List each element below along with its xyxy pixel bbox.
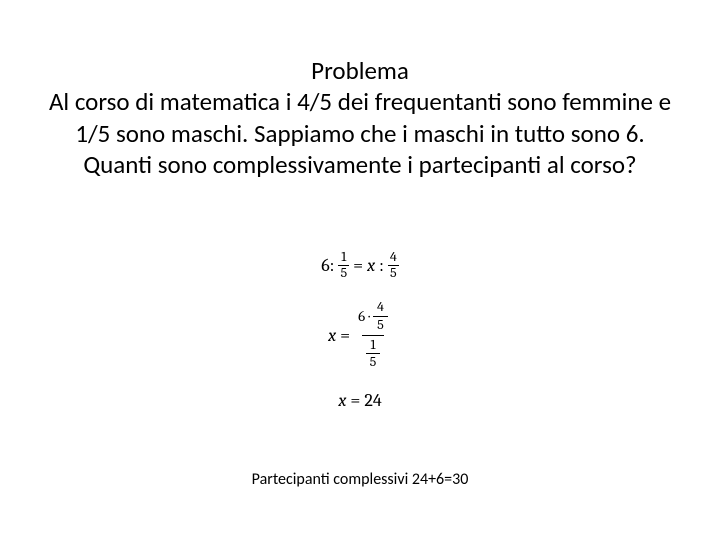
eq2-bot-frac-den: 5 <box>366 353 381 371</box>
eq2-bigfrac: 6 · 4 5 1 5 <box>354 298 392 372</box>
eq1-rhs-var: x <box>367 255 375 276</box>
eq1-lhs-frac-num: 1 <box>339 250 348 265</box>
eq2-top-frac-den: 5 <box>373 316 388 334</box>
math-block: 6: 1 5 = x : 4 5 x = 6 · 4 5 1 <box>0 250 720 429</box>
eq1-lhs-const: 6: <box>321 255 334 276</box>
eq3-lhs: x <box>338 390 346 411</box>
eq2-top-const: 6 · <box>358 308 370 325</box>
eq2-bot-frac-num: 1 <box>366 337 379 354</box>
eq2-top-frac: 4 5 <box>373 299 388 333</box>
equation-2: x = 6 · 4 5 1 5 <box>0 298 720 372</box>
eq1-equals: = <box>353 255 363 276</box>
footer-line: Partecipanti complessivi 24+6=30 <box>0 470 720 489</box>
footer-text: Partecipanti complessivi 24+6=30 <box>252 470 469 489</box>
eq2-denominator: 1 5 <box>362 335 385 372</box>
eq2-bot-frac: 1 5 <box>366 337 381 371</box>
problem-title: Problema <box>40 55 680 86</box>
equation-1: 6: 1 5 = x : 4 5 <box>0 250 720 280</box>
eq1-lhs-frac-den: 5 <box>338 265 349 281</box>
eq1-rhs-frac: 4 5 <box>388 250 399 280</box>
eq2-lhs: x <box>328 325 336 346</box>
problem-heading-block: Problema Al corso di matematica i 4/5 de… <box>0 55 720 180</box>
equation-3: x = 24 <box>0 390 720 411</box>
eq1-rhs-frac-num: 4 <box>388 250 399 265</box>
eq2-top-frac-num: 4 <box>373 299 388 316</box>
eq2-equals: = <box>340 325 350 346</box>
eq3-rhs: 24 <box>364 390 381 411</box>
eq1-lhs-frac: 1 5 <box>338 250 349 280</box>
eq3-equals: = <box>350 390 360 411</box>
eq1-rhs-frac-den: 5 <box>388 265 399 281</box>
problem-body: Al corso di matematica i 4/5 dei frequen… <box>40 86 680 180</box>
eq1-rhs-colon: : <box>379 255 384 276</box>
eq2-numerator: 6 · 4 5 <box>354 298 392 334</box>
